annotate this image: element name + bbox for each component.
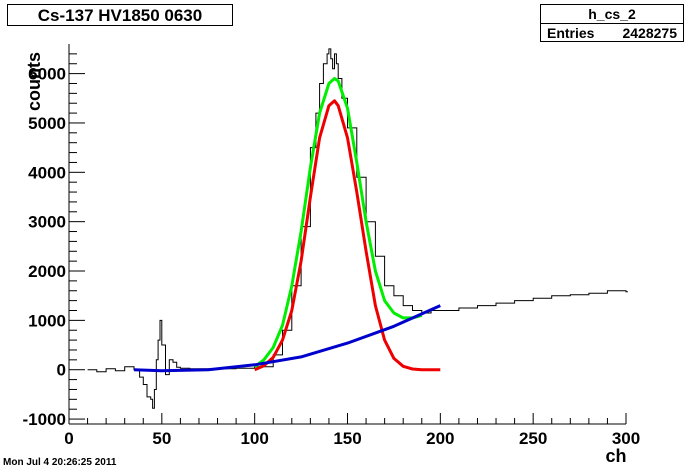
x-tick-label: 200 <box>426 429 454 448</box>
stats-histogram-name: h_cs_2 <box>541 5 683 24</box>
stats-entries-row: Entries 2428275 <box>541 24 683 43</box>
y-tick-label: 6000 <box>28 65 66 84</box>
y-tick-label: 3000 <box>28 213 66 232</box>
x-tick-label: 50 <box>152 429 171 448</box>
stats-box: h_cs_2 Entries 2428275 <box>540 4 684 42</box>
stats-entries-label: Entries <box>547 25 595 41</box>
y-tick-label: 1000 <box>28 311 66 330</box>
chart-title: Cs-137 HV1850 0630 <box>7 4 233 26</box>
stats-entries-value: 2428275 <box>622 25 677 41</box>
x-tick-label: 150 <box>333 429 361 448</box>
x-tick-label: 0 <box>64 429 73 448</box>
y-tick-label: -1000 <box>23 410 66 429</box>
x-tick-label: 300 <box>612 429 640 448</box>
histogram-h_cs_2 <box>87 48 628 409</box>
y-axis-label: counts <box>24 52 44 111</box>
timestamp: Mon Jul 4 20:26:25 2011 <box>3 457 117 468</box>
fit-background-curve <box>133 304 441 373</box>
x-axis-label: ch <box>605 446 626 466</box>
fit-total-curve <box>253 77 423 368</box>
y-tick-label: 0 <box>57 361 66 380</box>
y-tick-label: 4000 <box>28 163 66 182</box>
fit-gaussian-curve <box>254 99 441 372</box>
y-tick-label: 2000 <box>28 262 66 281</box>
x-tick-label: 250 <box>519 429 547 448</box>
y-tick-label: 5000 <box>28 114 66 133</box>
x-tick-label: 100 <box>240 429 268 448</box>
